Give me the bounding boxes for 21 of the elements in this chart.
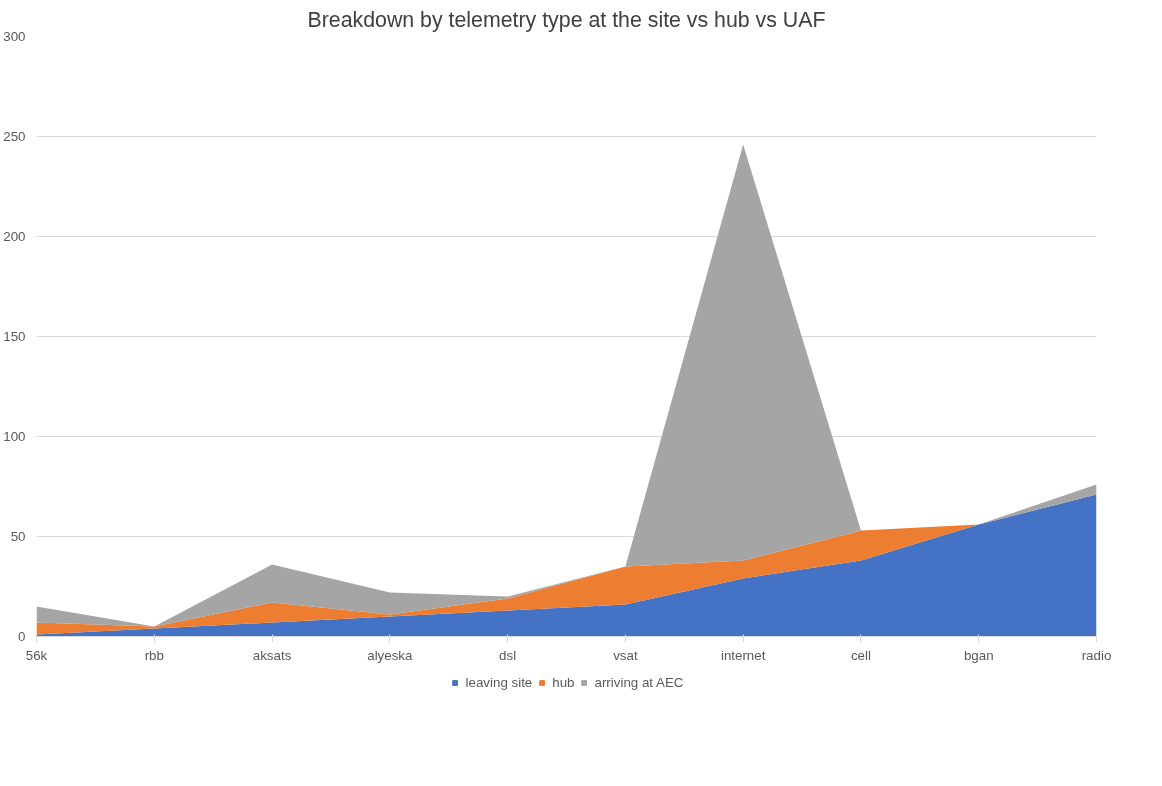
x-tick-label: bgan xyxy=(963,647,994,663)
x-tick-label: dsl xyxy=(499,647,517,663)
y-tick-label: 200 xyxy=(3,229,26,244)
legend-label: hub xyxy=(552,674,575,690)
x-tick-label: internet xyxy=(720,647,766,663)
y-tick-label: 150 xyxy=(3,329,26,344)
y-tick-label: 50 xyxy=(10,529,26,544)
legend-label: leaving site xyxy=(465,674,533,690)
x-tick-label: rbb xyxy=(144,647,164,663)
x-tick-label: alyeska xyxy=(367,647,414,663)
y-tick-label: 250 xyxy=(3,129,26,144)
y-tick-label: 100 xyxy=(3,429,26,444)
x-tick-label: aksats xyxy=(252,647,292,663)
x-tick-label: radio xyxy=(1081,647,1112,663)
x-tick-label: vsat xyxy=(613,647,638,663)
y-tick-label: 300 xyxy=(3,29,26,44)
legend-label: arriving at AEC xyxy=(594,674,684,690)
x-tick-label: 56k xyxy=(25,647,48,663)
x-tick-label: cell xyxy=(850,647,871,663)
y-tick-label: 0 xyxy=(18,629,26,644)
chart-title: Breakdown by telemetry type at the site vs hub vs UAF xyxy=(307,7,826,32)
